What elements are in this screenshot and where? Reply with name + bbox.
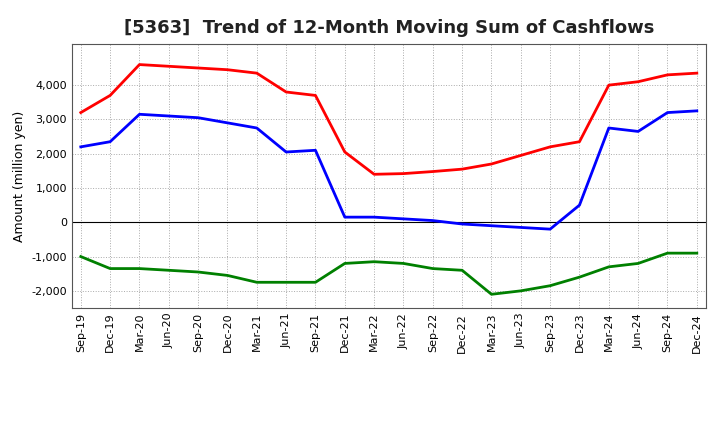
Operating Cashflow xyxy=(76,110,85,115)
Investing Cashflow xyxy=(106,266,114,271)
Investing Cashflow xyxy=(311,280,320,285)
Investing Cashflow xyxy=(516,288,525,293)
Free Cashflow xyxy=(399,216,408,221)
Free Cashflow xyxy=(223,120,232,125)
Investing Cashflow xyxy=(546,283,554,288)
Operating Cashflow xyxy=(341,149,349,154)
Line: Operating Cashflow: Operating Cashflow xyxy=(81,65,697,174)
Investing Cashflow xyxy=(194,269,202,275)
Investing Cashflow xyxy=(663,250,672,256)
Free Cashflow xyxy=(135,112,144,117)
Operating Cashflow xyxy=(370,172,379,177)
Free Cashflow xyxy=(253,125,261,131)
Free Cashflow xyxy=(634,129,642,134)
Investing Cashflow xyxy=(605,264,613,269)
Free Cashflow xyxy=(546,227,554,232)
Operating Cashflow xyxy=(605,83,613,88)
Operating Cashflow xyxy=(194,66,202,71)
Investing Cashflow xyxy=(575,275,584,280)
Operating Cashflow xyxy=(399,171,408,176)
Operating Cashflow xyxy=(282,89,290,95)
Free Cashflow xyxy=(106,139,114,144)
Free Cashflow xyxy=(164,114,173,119)
Free Cashflow xyxy=(194,115,202,121)
Investing Cashflow xyxy=(370,259,379,264)
Investing Cashflow xyxy=(76,254,85,259)
Free Cashflow xyxy=(516,225,525,230)
Investing Cashflow xyxy=(634,261,642,266)
Operating Cashflow xyxy=(693,70,701,76)
Operating Cashflow xyxy=(663,72,672,77)
Investing Cashflow xyxy=(693,250,701,256)
Investing Cashflow xyxy=(341,261,349,266)
Investing Cashflow xyxy=(282,280,290,285)
Investing Cashflow xyxy=(253,280,261,285)
Operating Cashflow xyxy=(428,169,437,174)
Operating Cashflow xyxy=(311,93,320,98)
Free Cashflow xyxy=(605,125,613,131)
Free Cashflow xyxy=(341,215,349,220)
Operating Cashflow xyxy=(253,70,261,76)
Investing Cashflow xyxy=(223,273,232,278)
Free Cashflow xyxy=(487,223,496,228)
Operating Cashflow xyxy=(164,64,173,69)
Operating Cashflow xyxy=(106,93,114,98)
Free Cashflow xyxy=(458,221,467,227)
Operating Cashflow xyxy=(135,62,144,67)
Operating Cashflow xyxy=(223,67,232,72)
Investing Cashflow xyxy=(164,268,173,273)
Line: Free Cashflow: Free Cashflow xyxy=(81,111,697,229)
Free Cashflow xyxy=(311,148,320,153)
Investing Cashflow xyxy=(487,292,496,297)
Y-axis label: Amount (million yen): Amount (million yen) xyxy=(13,110,26,242)
Line: Investing Cashflow: Investing Cashflow xyxy=(81,253,697,294)
Title: [5363]  Trend of 12-Month Moving Sum of Cashflows: [5363] Trend of 12-Month Moving Sum of C… xyxy=(124,19,654,37)
Free Cashflow xyxy=(663,110,672,115)
Investing Cashflow xyxy=(428,266,437,271)
Free Cashflow xyxy=(282,149,290,154)
Free Cashflow xyxy=(693,108,701,114)
Free Cashflow xyxy=(76,144,85,150)
Free Cashflow xyxy=(575,202,584,208)
Operating Cashflow xyxy=(458,166,467,172)
Operating Cashflow xyxy=(487,161,496,167)
Investing Cashflow xyxy=(135,266,144,271)
Operating Cashflow xyxy=(575,139,584,144)
Free Cashflow xyxy=(370,215,379,220)
Investing Cashflow xyxy=(458,268,467,273)
Operating Cashflow xyxy=(546,144,554,150)
Operating Cashflow xyxy=(634,79,642,84)
Investing Cashflow xyxy=(399,261,408,266)
Operating Cashflow xyxy=(516,153,525,158)
Free Cashflow xyxy=(428,218,437,223)
